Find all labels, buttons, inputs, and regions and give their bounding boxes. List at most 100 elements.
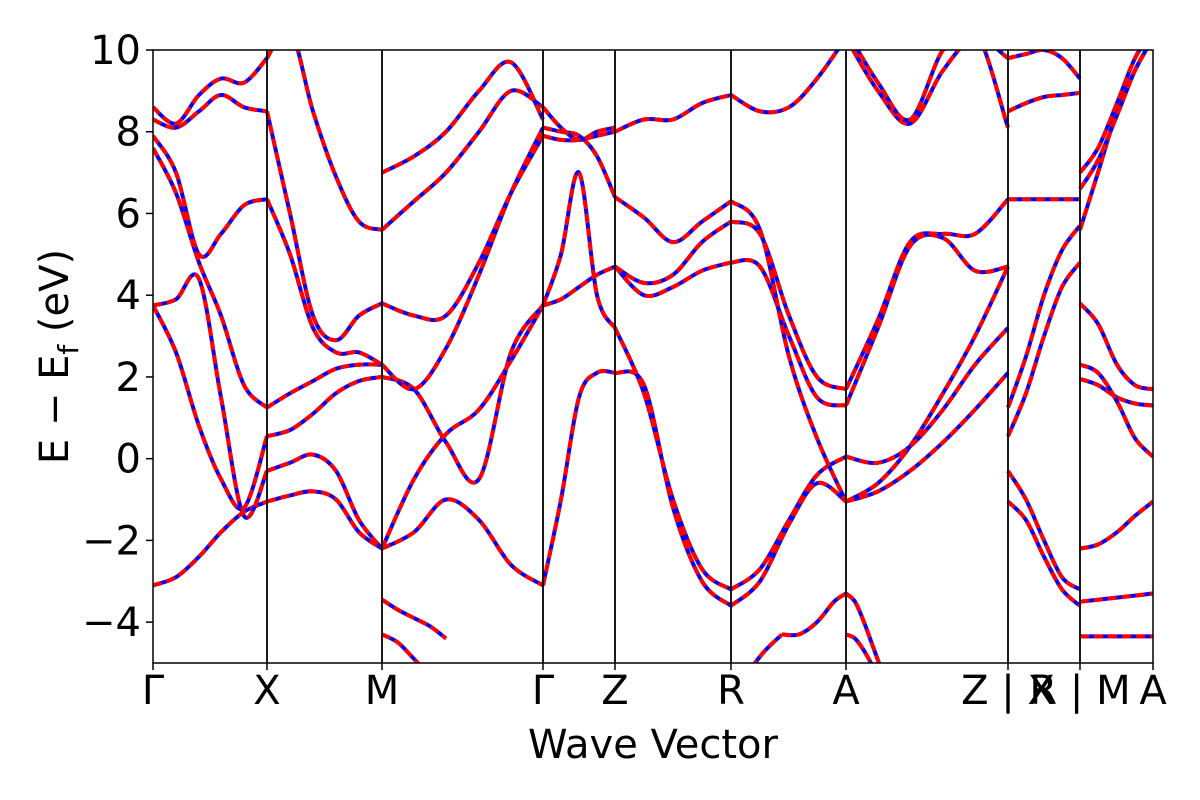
band-line-blue-36: [730, 219, 847, 392]
y-tick-label: 10: [90, 28, 141, 74]
x-tick-label: Z: [601, 668, 628, 714]
band-line-red-54: [1079, 591, 1153, 604]
band-line-red-29: [613, 260, 732, 298]
band-line-blue-15: [380, 304, 545, 550]
band-line-blue-38: [729, 50, 841, 115]
band-line-red-4: [153, 134, 268, 259]
band-line-red-18: [381, 134, 545, 323]
band-line-red-8: [266, 452, 384, 550]
band-line-red-2: [153, 304, 269, 512]
y-tick-label: 2: [116, 355, 141, 401]
band-line-blue-57: [1079, 362, 1153, 459]
band-line-blue-61: [1078, 50, 1142, 174]
band-line-blue-39: [845, 371, 1010, 504]
band-line-blue-52: [1007, 50, 1082, 80]
band-line-red-33: [729, 480, 848, 608]
band-line-red-49: [1006, 224, 1082, 409]
band-line-red-25: [542, 125, 617, 198]
band-line-red-65: [845, 632, 874, 663]
band-line-red-26: [541, 105, 616, 142]
y-axis-label-main: E − E: [32, 355, 78, 465]
y-axis-label-subscript: f: [52, 344, 85, 355]
band-line-red-27: [614, 369, 733, 608]
band-line-red-37: [729, 199, 848, 503]
band-line-red-1: [153, 272, 269, 520]
band-line-red-23: [541, 170, 617, 330]
x-tick-label: R: [717, 668, 745, 714]
y-axis-label: E − Ef (eV): [32, 249, 85, 464]
band-line-red-61: [1078, 50, 1142, 174]
band-line-red-60: [1078, 50, 1149, 190]
band-line-red-7: [266, 489, 384, 551]
high-symmetry-lines: [266, 50, 1081, 663]
band-line-red-58: [1078, 302, 1153, 392]
band-line-blue-63: [381, 632, 421, 663]
x-tick-label: Γ: [142, 668, 165, 714]
band-line-red-13: [265, 50, 383, 232]
band-line-red-64: [844, 591, 882, 663]
band-line-red-44: [850, 50, 1010, 126]
band-line-red-59: [1078, 50, 1149, 231]
band-line-red-51: [1007, 90, 1081, 114]
band-line-blue-3: [153, 147, 269, 410]
band-line-blue-27: [614, 369, 733, 608]
band-line-red-38: [729, 50, 841, 115]
band-line-blue-56: [1079, 377, 1153, 408]
y-tick-label: 4: [116, 273, 141, 319]
band-line-red-67: [781, 591, 848, 638]
band-line-blue-8: [266, 452, 384, 550]
y-tick-label: 0: [116, 437, 141, 483]
band-line-blue-4: [153, 134, 268, 259]
band-line-red-40: [844, 265, 1010, 504]
band-line-red-47: [1006, 469, 1082, 592]
band-line-red-0: [153, 499, 268, 588]
band-line-blue-16: [381, 304, 545, 485]
band-line-red-41: [845, 326, 1010, 466]
band-line-blue-22: [542, 264, 616, 308]
band-line-blue-9: [266, 374, 383, 439]
x-tick-label: R | M: [1029, 668, 1130, 714]
x-tick-label: M: [365, 668, 400, 714]
band-line-red-48: [1006, 261, 1082, 437]
band-line-red-34: [729, 454, 848, 592]
band-line-red-14: [381, 497, 545, 588]
band-line-red-5: [153, 56, 269, 126]
band-line-red-10: [265, 362, 383, 410]
band-lines: [153, 50, 1153, 663]
band-line-red-21: [541, 369, 616, 586]
y-tick-label: −2: [82, 518, 141, 564]
band-line-red-46: [1006, 500, 1082, 608]
axes-frame: [152, 49, 1154, 664]
band-line-red-9: [266, 374, 383, 439]
band-line-red-42: [844, 232, 1009, 407]
y-tick-label: −4: [82, 600, 141, 646]
band-line-red-35: [730, 258, 847, 408]
band-line-red-57: [1079, 362, 1153, 459]
band-line-blue-37: [729, 199, 848, 503]
band-line-blue-13: [265, 50, 383, 232]
band-line-red-31: [613, 195, 733, 245]
band-line-red-6: [153, 93, 268, 130]
band-line-red-11: [265, 198, 384, 367]
y-axis-ticks: −4 −2 0 2 4 6 8 10: [82, 28, 153, 646]
band-line-red-39: [845, 371, 1010, 504]
band-line-blue-33: [729, 480, 848, 608]
x-tick-label: A: [1139, 668, 1167, 714]
x-axis-label: Wave Vector: [528, 722, 779, 768]
band-line-red-62: [380, 598, 448, 641]
band-line-blue-40: [844, 265, 1010, 504]
y-axis-label-unit: (eV): [32, 249, 78, 345]
band-line-blue-7: [266, 489, 384, 551]
x-tick-label: Γ: [532, 668, 555, 714]
band-line-red-55: [1079, 500, 1153, 551]
band-line-red-32: [614, 93, 732, 134]
x-tick-label: X: [253, 668, 280, 714]
band-line-red-28: [613, 327, 733, 592]
y-tick-label: 6: [116, 191, 141, 237]
band-line-red-36: [730, 219, 847, 392]
x-tick-label: A: [832, 668, 860, 714]
band-line-red-30: [613, 219, 733, 286]
band-line-blue-18: [381, 134, 545, 323]
band-line-red-66: [752, 632, 784, 663]
